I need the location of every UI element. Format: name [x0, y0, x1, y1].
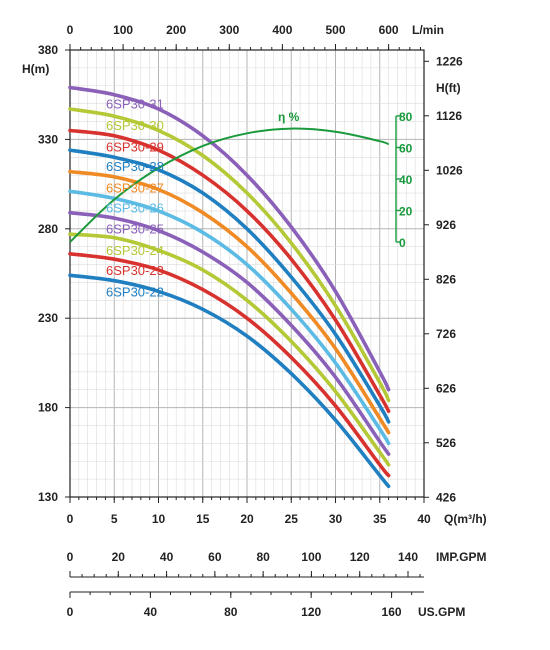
- y-axis-label: H(m): [22, 62, 49, 76]
- curve-6sp30-31: [68, 85, 391, 392]
- us-gpm-tick-label: 80: [224, 605, 238, 619]
- x-axis-label: Q(m³/h): [444, 512, 487, 526]
- curve-6sp30-28: [68, 148, 391, 424]
- curve-6sp30-23: [68, 252, 391, 478]
- right-tick-label: 726: [436, 327, 456, 341]
- right-tick-label: 1026: [436, 163, 463, 177]
- x-tick-label: 20: [240, 512, 254, 526]
- top-tick-label: 0: [67, 23, 74, 37]
- top-tick-label: 400: [272, 23, 292, 37]
- curve-label-6sp30-27: 6SP30-27: [106, 181, 164, 196]
- us-gpm-tick-label: 160: [382, 605, 402, 619]
- curve-6sp30-24: [68, 232, 391, 467]
- us-gpm-tick-label: 120: [301, 605, 321, 619]
- us-gpm-axis-label: US.GPM: [418, 605, 465, 619]
- efficiency-curve: [69, 127, 389, 243]
- right-tick-label: 1126: [436, 109, 462, 123]
- curve-label-6sp30-29: 6SP30-29: [106, 139, 164, 154]
- y-tick-label: 380: [38, 43, 58, 57]
- efficiency-tick-label: 80: [399, 110, 413, 124]
- imp-gpm-tick-label: 120: [350, 550, 370, 564]
- top-tick-label: 600: [379, 23, 399, 37]
- imp-gpm-tick-label: 60: [208, 550, 222, 564]
- axes: 0 5 10 15 20 25 30 35 40 Q(m³/h) 130 180 230 280 330 38…: [22, 23, 487, 619]
- y-tick-label: 130: [38, 490, 58, 504]
- imp-gpm-tick-label: 100: [301, 550, 321, 564]
- efficiency-curve-group: 0 20 40 60 80 η %: [69, 110, 413, 250]
- x-tick-label: 25: [285, 512, 299, 526]
- x-tick-label: 0: [67, 512, 74, 526]
- right-tick-label: 426: [436, 490, 456, 504]
- curve-6sp30-26: [68, 189, 391, 446]
- curve-label-6sp30-26: 6SP30-26: [106, 200, 164, 215]
- imp-gpm-axis-label: IMP.GPM: [436, 550, 486, 564]
- series-labels: 6SP30-31 6SP30-30 6SP30-29 6SP30-28 6SP30-27…: [106, 97, 164, 300]
- efficiency-tick-label: 0: [399, 236, 406, 250]
- efficiency-tick-label: 40: [399, 173, 413, 187]
- efficiency-axis-label: η %: [278, 110, 300, 124]
- top-tick-label: 500: [325, 23, 345, 37]
- top-axis-label: L/min: [412, 23, 444, 37]
- right-tick-label: 526: [436, 436, 456, 450]
- y-tick-label: 230: [38, 311, 58, 325]
- right-tick-label: 626: [436, 381, 456, 395]
- imp-gpm-tick-label: 80: [256, 550, 270, 564]
- curve-label-6sp30-25: 6SP30-25: [106, 222, 164, 237]
- curve-6sp30-27: [68, 169, 391, 435]
- top-tick-label: 200: [166, 23, 186, 37]
- us-gpm-tick-label: 40: [144, 605, 158, 619]
- right-axis-label: H(ft): [436, 81, 461, 95]
- curve-label-6sp30-28: 6SP30-28: [106, 159, 164, 174]
- right-tick-label: 1226: [436, 54, 463, 68]
- x-tick-label: 5: [111, 512, 118, 526]
- curve-6sp30-25: [68, 210, 391, 456]
- y-tick-label: 280: [38, 222, 58, 236]
- efficiency-tick-label: 20: [399, 205, 413, 219]
- imp-gpm-tick-label: 140: [398, 550, 418, 564]
- curve-label-6sp30-23: 6SP30-23: [106, 263, 164, 278]
- y-tick-label: 330: [38, 132, 58, 146]
- x-tick-label: 15: [196, 512, 210, 526]
- curve-6sp30-29: [68, 128, 391, 413]
- imp-gpm-tick-label: 40: [160, 550, 174, 564]
- top-tick-label: 300: [219, 23, 239, 37]
- y-tick-label: 180: [38, 401, 58, 415]
- curve-label-6sp30-31: 6SP30-31: [106, 97, 164, 112]
- x-tick-label: 40: [417, 512, 431, 526]
- right-tick-label: 926: [436, 218, 456, 232]
- x-tick-label: 30: [329, 512, 343, 526]
- right-tick-label: 826: [436, 272, 456, 286]
- curve-label-6sp30-24: 6SP30-24: [106, 243, 164, 258]
- curve-label-6sp30-30: 6SP30-30: [106, 118, 164, 133]
- imp-gpm-tick-label: 0: [67, 550, 74, 564]
- curve-6sp30-22: [68, 273, 391, 489]
- us-gpm-tick-label: 0: [67, 605, 74, 619]
- imp-gpm-tick-label: 20: [112, 550, 126, 564]
- top-tick-label: 100: [113, 23, 133, 37]
- x-tick-label: 10: [152, 512, 166, 526]
- head-curves: [68, 85, 391, 489]
- curve-6sp30-30: [68, 107, 391, 403]
- efficiency-tick-label: 60: [399, 142, 413, 156]
- x-tick-label: 35: [373, 512, 387, 526]
- curve-label-6sp30-22: 6SP30-22: [106, 284, 164, 299]
